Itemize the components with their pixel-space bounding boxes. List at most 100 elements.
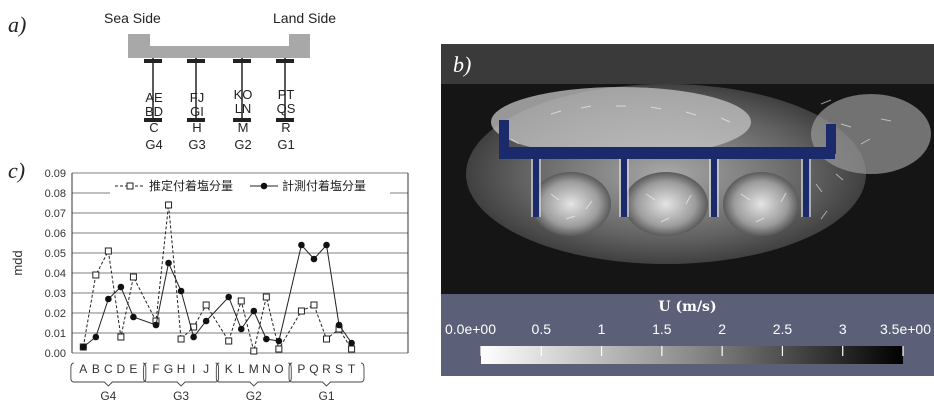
measured-point <box>92 333 100 341</box>
measured-point <box>190 333 197 341</box>
estimated-point <box>262 293 270 301</box>
measured-point <box>298 241 305 249</box>
x-tick-label: O <box>274 362 283 376</box>
legend-box <box>110 176 390 194</box>
measured-point <box>323 241 330 249</box>
x-tick-label: D <box>117 362 126 376</box>
pier-g4 <box>144 58 162 122</box>
pier-g3-name: G3 <box>188 137 206 152</box>
estimated-point <box>104 247 112 255</box>
x-tick-label: T <box>348 362 356 376</box>
pier-g1-mid-labels: QS <box>276 101 296 116</box>
cfd-velocity-field: 0.0e+00 0.5 1 1.5 2 2.5 3 3.5e+00 <box>441 44 934 376</box>
panel-b-label: b) <box>453 52 472 77</box>
measured-point <box>250 307 258 315</box>
x-tick-label: L <box>238 362 245 376</box>
measured-point <box>152 321 160 329</box>
measured-point <box>165 259 172 267</box>
pier-g3 <box>187 58 205 122</box>
pier-g3-mid-labels: GI <box>190 104 204 119</box>
right-wake <box>811 94 931 174</box>
salt-deposition-chart: 0.00 0.01 0.02 0.03 0.04 0.05 0.06 0.07 0.08 0.09… <box>10 168 409 403</box>
legend-measured-label: 計測付着塩分量 <box>282 178 366 193</box>
pier-g4-top-labels: AE <box>145 90 163 105</box>
x-tick-label: A <box>79 362 87 376</box>
pier-g4-mid-labels: BD <box>144 104 164 119</box>
measured-point <box>117 283 125 291</box>
x-tick-label: J <box>203 362 209 376</box>
cfd-velocity-panel: 0.0e+00 0.5 1 1.5 2 2.5 3 3.5e+00 b) U (m/s) <box>441 44 934 376</box>
bridge-cross-section <box>128 34 310 122</box>
x-tick-label: Q <box>309 362 318 376</box>
colorbar-tick-label: 3.5e+00 <box>880 321 931 337</box>
measured-point <box>335 321 343 329</box>
pier-g1-name: G1 <box>277 137 295 152</box>
x-tick-label: M <box>249 362 259 376</box>
vortex-3 <box>723 172 799 236</box>
vortex-2 <box>624 172 708 236</box>
y-tick-label: 0.07 <box>45 208 66 220</box>
y-tick-label: 0.04 <box>45 268 66 280</box>
measured-point <box>79 343 87 351</box>
pier-g2-mid-labels: LN <box>234 101 252 116</box>
y-tick-label: 0.01 <box>45 328 66 340</box>
y-tick-label: 0.08 <box>45 188 66 200</box>
y-tick-label: 0.06 <box>45 228 66 240</box>
pier-g1 <box>276 58 294 122</box>
x-tick-label: P <box>297 362 305 376</box>
legend-estimated-label: 推定付着塩分量 <box>149 178 233 193</box>
x-tick-label: E <box>129 362 137 376</box>
measured-point <box>177 287 185 295</box>
measured-point <box>348 339 355 347</box>
group-label: G1 <box>318 389 334 403</box>
x-tick-label: C <box>104 362 113 376</box>
x-tick-label: H <box>177 362 186 376</box>
measured-point <box>105 295 112 303</box>
estimated-point <box>310 301 318 309</box>
group-bracket <box>143 362 220 387</box>
measured-point <box>225 293 233 301</box>
land-side-label: Land Side <box>273 10 337 26</box>
estimated-point <box>275 345 283 353</box>
colorbar-gradient <box>481 346 903 364</box>
legend-estimated-marker <box>126 182 134 190</box>
pier-g2-letter: M <box>237 120 249 135</box>
estimated-point <box>92 271 100 279</box>
panel-a-label: a) <box>8 12 27 37</box>
vortex-1 <box>531 172 611 236</box>
measured-point <box>130 313 137 321</box>
x-tick-label: G <box>164 362 173 376</box>
pier-edges <box>531 159 811 217</box>
x-tick-label: F <box>152 362 159 376</box>
estimated-point <box>237 297 245 305</box>
estimated-point <box>348 345 356 353</box>
y-tick-label: 0.00 <box>45 348 66 360</box>
y-tick-label: 0.05 <box>45 248 66 260</box>
velocity-vectors <box>510 99 892 223</box>
measured-point <box>237 325 245 333</box>
upper-deck-wake <box>491 87 751 157</box>
group-bracket <box>215 362 292 387</box>
pier-g1-letter: R <box>281 120 291 135</box>
pier-g3-letter: H <box>192 120 202 135</box>
group-label: G2 <box>246 389 262 403</box>
pier-g2-name: G2 <box>234 137 252 152</box>
pier-g4-letter: C <box>149 120 159 135</box>
pier-g3-top-labels: FJ <box>189 90 205 105</box>
colorbar-tick-label: 0.5 <box>532 321 552 337</box>
series-estimated-line <box>82 204 353 352</box>
pier-g4-name: G4 <box>145 137 163 152</box>
y-tick-label: 0.09 <box>45 168 66 180</box>
colorbar-ticks: 0.0e+00 0.5 1 1.5 2 2.5 3 3.5e+00 <box>445 321 931 356</box>
y-axis-label: mdd <box>10 250 25 275</box>
sea-side-label: Sea Side <box>104 10 161 26</box>
group-bracket <box>70 362 147 387</box>
colorbar-tick-label: 1 <box>598 321 606 337</box>
colorbar-tick-label: 0.0e+00 <box>445 321 496 337</box>
pier-g1-top-labels: PT <box>277 87 295 102</box>
x-tick-label: R <box>322 362 331 376</box>
estimated-point <box>202 301 210 309</box>
bridge-structure <box>499 120 836 217</box>
measured-point <box>202 317 210 325</box>
estimated-point <box>250 347 258 355</box>
